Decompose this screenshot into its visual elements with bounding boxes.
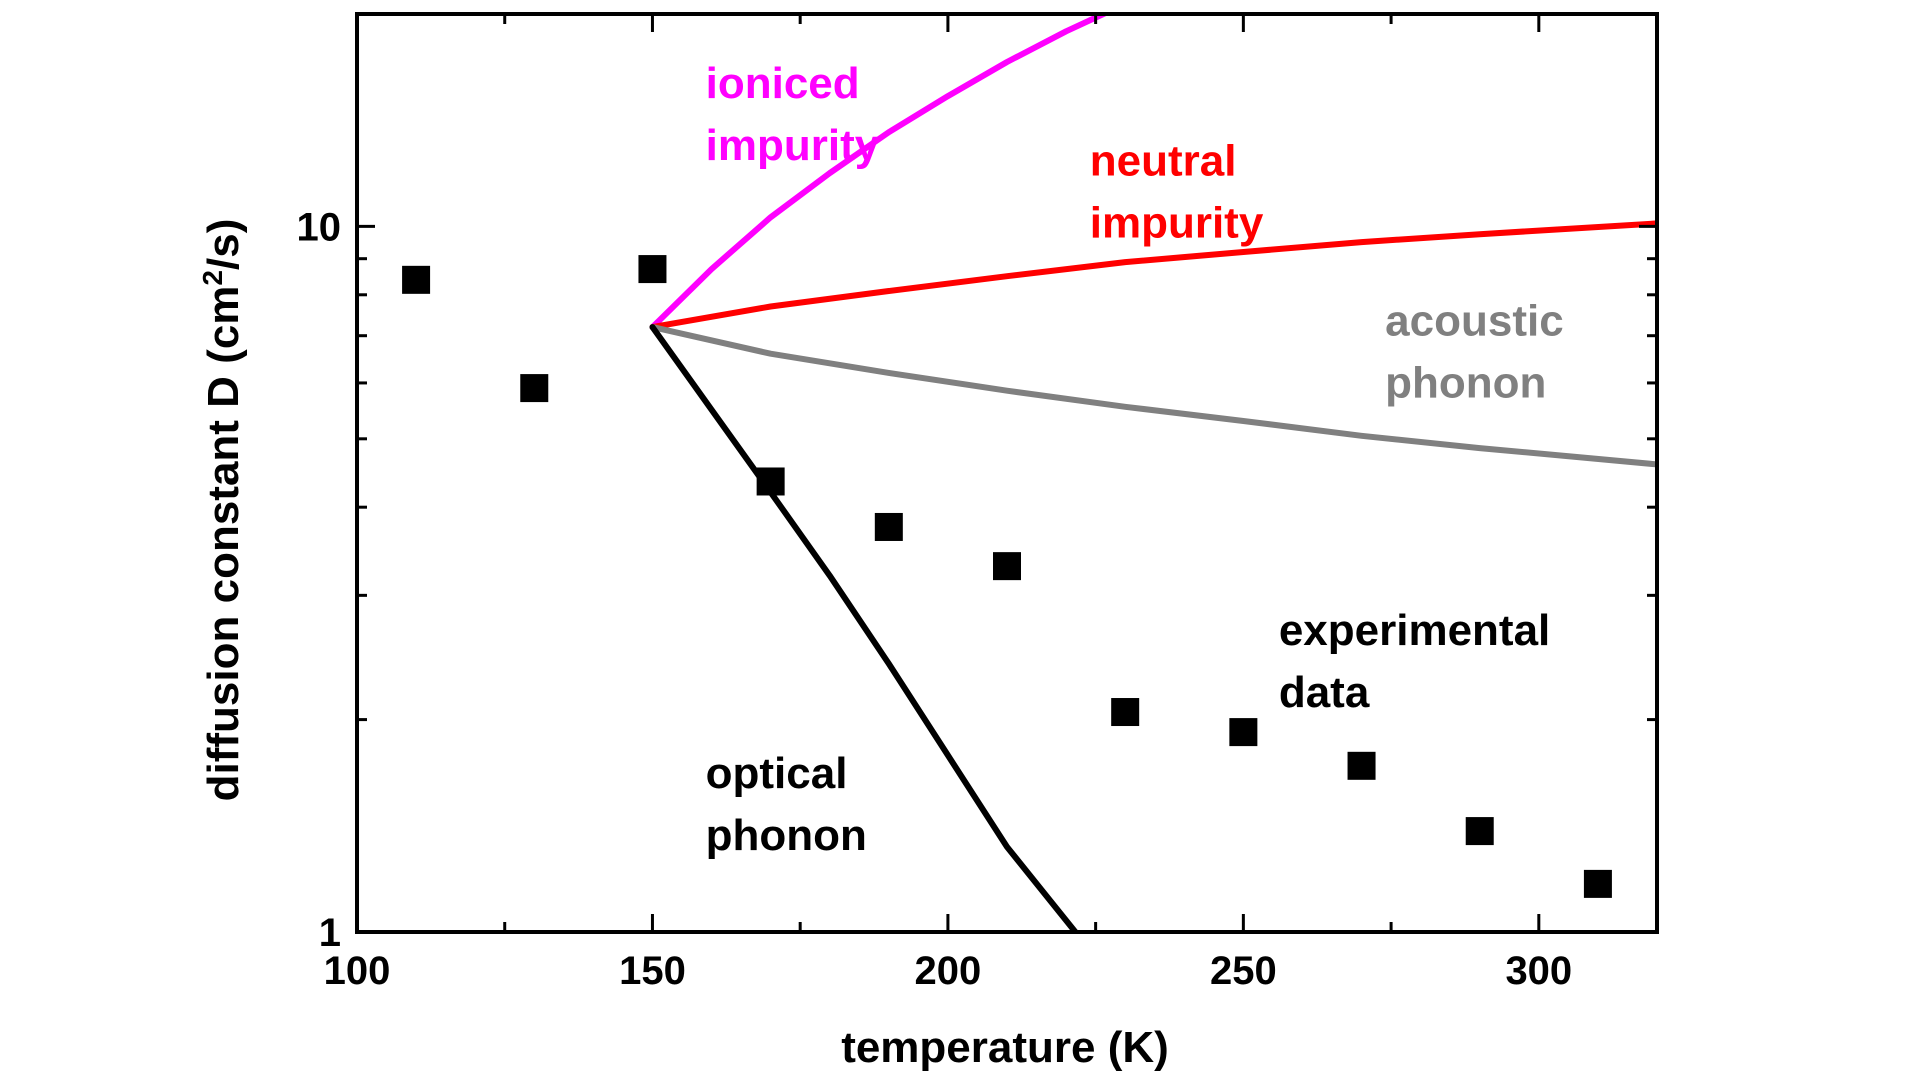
axes: [355, 12, 1659, 934]
x-tick-label: 100: [324, 949, 391, 993]
plot-area: [402, 14, 1657, 932]
y-axis-label: diffusion constant D (cm2/s): [197, 219, 248, 802]
x-tick-label: 250: [1210, 949, 1277, 993]
data-point: [1583, 869, 1612, 898]
y-tick-label: 1: [319, 911, 341, 955]
annotation-label: impurity: [1090, 199, 1264, 248]
annotation-label: data: [1279, 668, 1370, 717]
data-point: [1347, 751, 1376, 780]
y-axis-label-superscript: 2: [197, 270, 228, 286]
plot-frame: [355, 12, 1659, 934]
data-point: [638, 255, 667, 284]
y-tick-label: 10: [297, 205, 342, 249]
chart-text: temperature (K) diffusion constant D (cm…: [197, 59, 1572, 1072]
annotation-label: optical: [706, 749, 848, 798]
data-point: [1465, 817, 1494, 846]
annotation-label: neutral: [1090, 137, 1237, 186]
x-tick-label: 150: [619, 949, 686, 993]
annotation-label: impurity: [706, 121, 880, 170]
y-axis-label-main: diffusion constant D (cm: [199, 286, 248, 802]
data-point: [1229, 718, 1258, 747]
x-tick-label: 300: [1505, 949, 1572, 993]
data-point: [520, 374, 549, 403]
data-point: [993, 552, 1021, 581]
annotation-label: phonon: [1385, 359, 1546, 408]
series-line-4: [649, 324, 1080, 932]
data-point: [402, 265, 431, 294]
series-line-1: [649, 14, 1111, 331]
data-point: [874, 512, 903, 541]
annotation-label: ioniced: [706, 59, 860, 108]
annotation-label: acoustic: [1385, 297, 1564, 346]
x-axis-label: temperature (K): [841, 1023, 1169, 1072]
y-axis-label-tail: /s): [199, 219, 248, 270]
annotation-label: phonon: [706, 811, 867, 860]
series-line-3: [649, 324, 1657, 468]
x-tick-label: 200: [915, 949, 982, 993]
data-point: [1111, 698, 1140, 727]
annotation-label: experimental: [1279, 606, 1550, 655]
series-line-2: [649, 220, 1657, 331]
